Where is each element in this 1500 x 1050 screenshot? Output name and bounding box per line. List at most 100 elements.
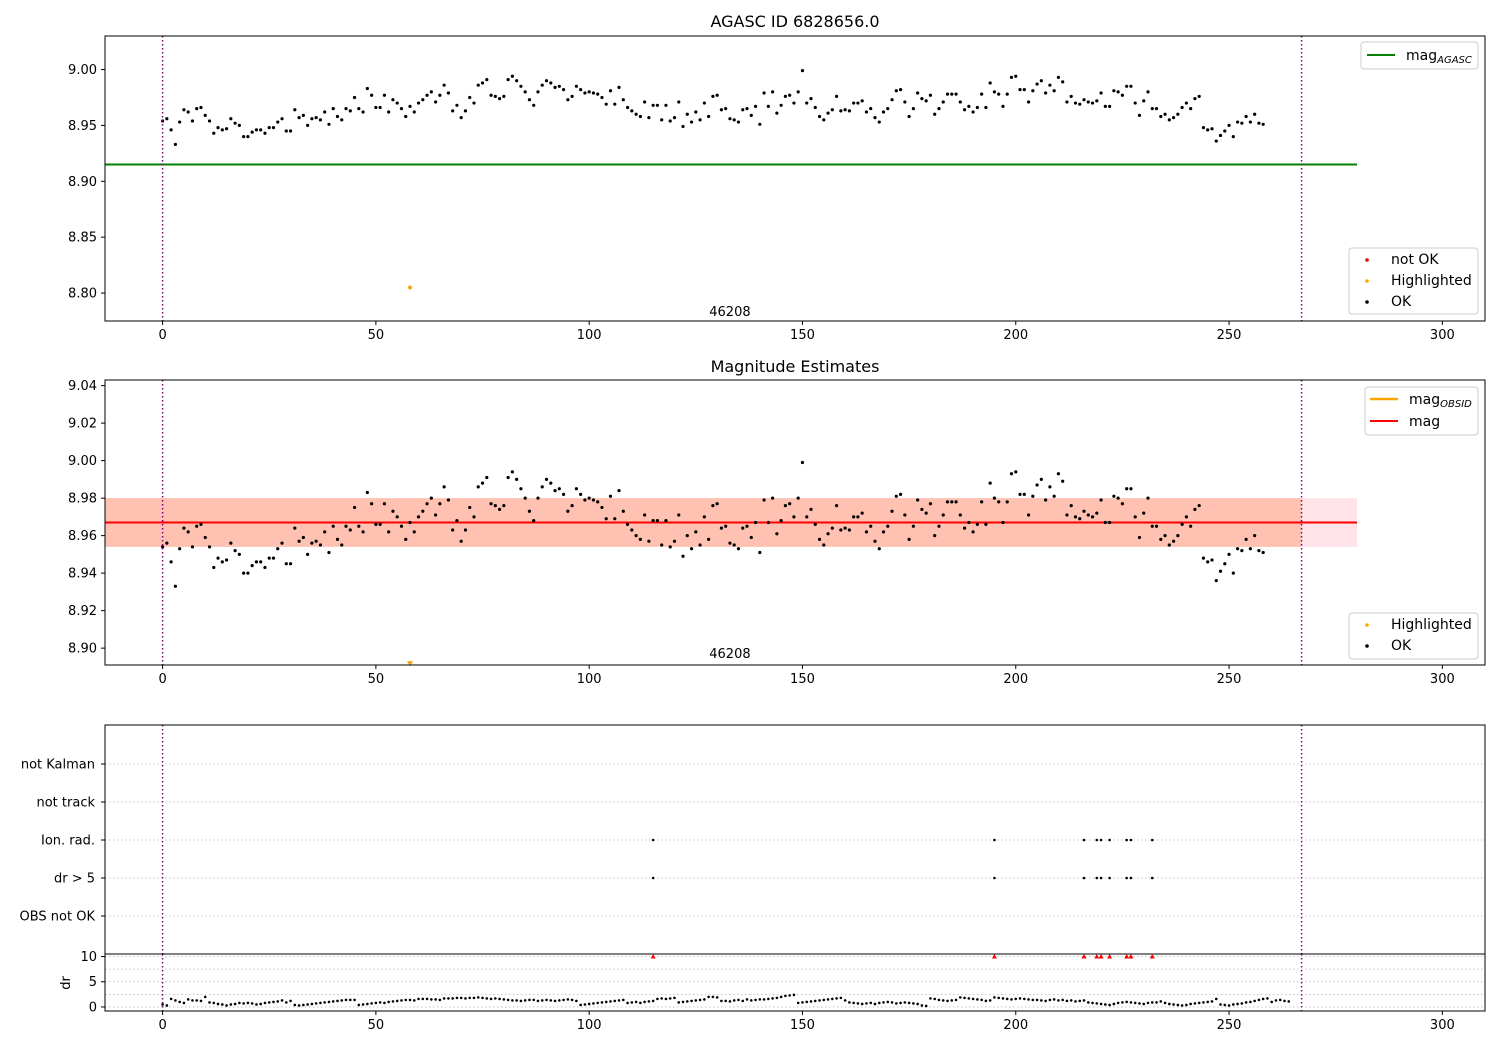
data-point (1082, 509, 1086, 513)
data-point (481, 996, 484, 1000)
data-point (1018, 492, 1022, 496)
data-point (242, 571, 246, 575)
data-point (834, 94, 839, 98)
magnitude-axes-frame (104, 379, 1486, 666)
data-point (451, 528, 455, 532)
data-point (1138, 1002, 1141, 1005)
data-point (596, 1001, 600, 1005)
data-point (1095, 99, 1099, 103)
data-point (455, 519, 459, 523)
data-point (271, 126, 276, 130)
data-point (404, 998, 408, 1002)
magnitude-legend-points[interactable]: Highlighted OK (1348, 612, 1479, 660)
data-point (873, 115, 877, 120)
data-point (1005, 92, 1009, 96)
data-point (877, 1001, 881, 1005)
data-point (929, 997, 932, 1000)
data-point (574, 84, 578, 88)
data-point (694, 530, 698, 534)
data-point (779, 995, 783, 999)
data-point (476, 485, 480, 489)
data-point (314, 115, 318, 120)
data-point (425, 93, 429, 97)
data-point (698, 998, 702, 1002)
data-point (928, 93, 933, 97)
data-point (497, 507, 502, 511)
data-point (438, 998, 442, 1002)
data-point (1257, 549, 1261, 553)
agasc-legend-lines[interactable]: magAGASC (1360, 41, 1479, 70)
data-point (1266, 997, 1269, 1000)
data-point (728, 117, 732, 121)
data-point (685, 534, 689, 538)
data-point (271, 556, 276, 560)
data-point (711, 995, 715, 999)
data-point (1112, 1002, 1116, 1006)
data-point (869, 1001, 873, 1005)
data-point (907, 537, 911, 541)
data-point (719, 526, 724, 530)
data-point (707, 995, 710, 999)
data-point (852, 1001, 855, 1005)
data-point (288, 129, 293, 133)
data-point (771, 496, 775, 500)
data-point (472, 996, 476, 1000)
data-point (1235, 120, 1240, 124)
data-point (1154, 107, 1159, 111)
data-point (502, 94, 506, 98)
data-point (664, 519, 668, 523)
data-point (195, 999, 199, 1002)
data-point (745, 524, 749, 528)
y-tick-label: 9.00 (68, 454, 97, 469)
data-point (267, 126, 271, 130)
data-point (575, 999, 578, 1003)
data-point (1193, 507, 1197, 511)
data-point (540, 83, 544, 87)
data-point (1103, 520, 1107, 525)
x-tick-label: 0 (158, 672, 166, 687)
data-point (229, 1003, 233, 1006)
data-point (724, 524, 728, 528)
data-point (843, 108, 847, 112)
data-point (1056, 472, 1061, 476)
data-point (749, 535, 753, 540)
flag-point (1108, 876, 1111, 880)
data-point (288, 562, 293, 566)
data-point (378, 522, 382, 526)
data-point (805, 1000, 809, 1004)
data-point (869, 524, 873, 528)
dr-flagged-point (1149, 954, 1155, 959)
data-point (1231, 571, 1235, 575)
agasc-legend-points[interactable]: not OK Highlighted OK (1348, 247, 1479, 315)
data-point (229, 117, 233, 121)
data-point (1001, 997, 1005, 1000)
data-point (988, 481, 992, 485)
data-point (1142, 99, 1146, 103)
data-point (626, 1001, 629, 1005)
data-point (758, 122, 762, 126)
data-point (527, 509, 532, 513)
data-point (540, 999, 544, 1002)
magnitude-legend-lines[interactable]: magOBSID mag (1364, 386, 1479, 436)
data-point (511, 999, 514, 1002)
flag-point (1150, 876, 1154, 880)
data-point (233, 121, 237, 125)
data-point (937, 998, 941, 1002)
flag-category-label: OBS not OK (20, 910, 96, 925)
data-point (540, 485, 544, 489)
data-point (617, 489, 621, 493)
data-point (839, 996, 843, 1000)
flag-point (1125, 838, 1128, 842)
data-point (660, 543, 664, 547)
data-point (984, 105, 988, 110)
data-point (1227, 552, 1231, 556)
data-point (886, 107, 890, 111)
data-point (698, 543, 702, 547)
x-tick-label: 250 (1217, 1018, 1242, 1033)
data-point (216, 556, 220, 560)
data-point (766, 104, 770, 109)
data-point (434, 100, 438, 104)
data-point (280, 117, 284, 121)
data-point (399, 107, 404, 111)
data-point (587, 1002, 591, 1006)
